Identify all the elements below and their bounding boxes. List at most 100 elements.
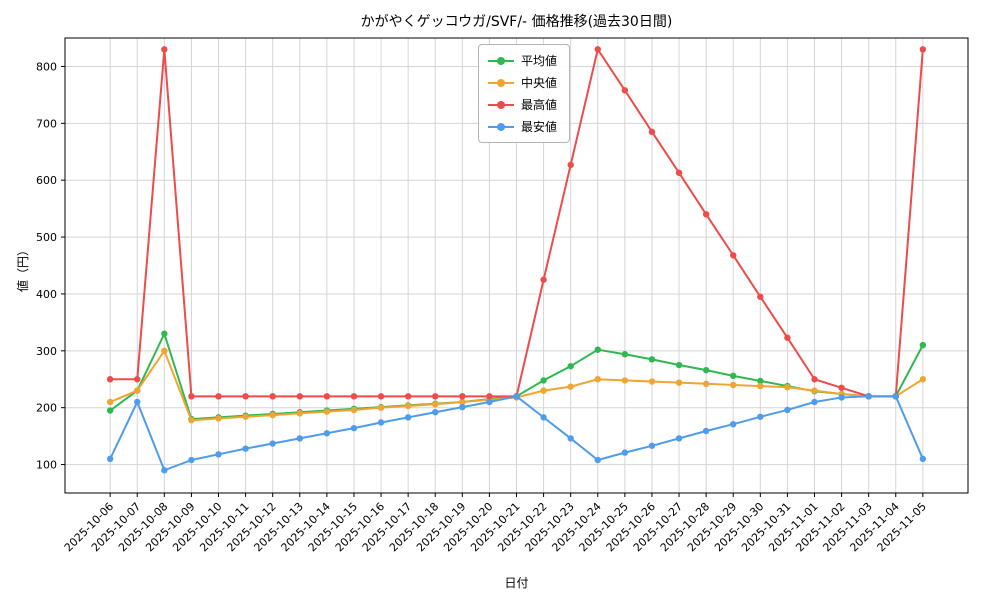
legend-item-average: 平均値 (488, 52, 557, 69)
y-tick-label: 200 (36, 402, 57, 415)
series-max-point (838, 384, 845, 391)
series-median-point (323, 408, 331, 415)
series-average-point (919, 341, 927, 349)
series-min-point (404, 414, 412, 421)
series-median-point (188, 417, 195, 424)
series-min (106, 393, 927, 474)
y-tick-label: 400 (36, 288, 57, 301)
series-max-point (757, 293, 764, 300)
series-max-point (540, 276, 547, 283)
series-min-point (134, 398, 141, 406)
legend-label-max: 最高値 (521, 98, 558, 112)
axis-ticks: 1002003004005006007008002025-10-062025-1… (36, 60, 929, 554)
series-max-point (404, 393, 412, 400)
x-axis-label: 日付 (504, 576, 529, 590)
series-min-point (459, 403, 466, 411)
series-average-point (648, 356, 656, 363)
series-median-point (296, 410, 303, 417)
series-average-point (730, 372, 737, 380)
series-median-point (106, 398, 114, 406)
y-tick-label: 800 (36, 60, 57, 73)
series-max-point (269, 393, 276, 400)
series-min-point (730, 420, 737, 428)
series-min-point (513, 393, 520, 400)
series-median-point (432, 401, 439, 408)
series-median-point (459, 398, 466, 406)
series-max-point (594, 46, 601, 53)
series-max-point (134, 376, 141, 383)
series-max-point (432, 393, 439, 400)
legend-marker-max-icon (488, 100, 514, 110)
series-min-point (188, 456, 195, 464)
series-median-point (377, 404, 385, 411)
series-average-point (567, 362, 574, 370)
series-max-point (161, 46, 168, 53)
series-average-point (106, 407, 114, 414)
series-max-point (567, 161, 574, 169)
series-min-point (215, 451, 222, 458)
series-min-point (323, 430, 331, 437)
series-min-point (377, 419, 385, 426)
y-tick-label: 700 (36, 117, 57, 130)
series-max-point (919, 46, 927, 53)
series-median-point (215, 415, 222, 422)
legend-item-max: 最高値 (488, 96, 557, 113)
series-max-point (648, 128, 656, 136)
series-median-point (621, 377, 629, 384)
series-min-point (838, 394, 845, 401)
series-min-point (242, 445, 249, 452)
series-average-point (675, 361, 683, 369)
series-average-point (702, 366, 710, 374)
series-max-point (215, 393, 222, 400)
legend-item-median: 中央値 (488, 74, 557, 91)
series-average-point (594, 346, 601, 353)
y-tick-label: 100 (36, 459, 57, 472)
series-median-point (675, 379, 683, 386)
series-max-point (296, 393, 303, 400)
series-min-point (432, 409, 439, 416)
legend-item-min: 最安値 (488, 118, 557, 135)
series-median-point (811, 387, 818, 394)
series-max-point (730, 252, 737, 259)
y-tick-label: 500 (36, 231, 57, 244)
series-max-point (350, 393, 358, 400)
y-axis-label: 値（円） (16, 243, 30, 292)
legend-label-median: 中央値 (521, 76, 558, 90)
series-median-point (567, 383, 574, 390)
y-tick-label: 300 (36, 345, 57, 358)
series-max-point (811, 376, 818, 383)
y-tick-label: 600 (36, 174, 57, 187)
series-median-point (594, 376, 601, 383)
series-max-point (621, 87, 629, 94)
chart-legend: 平均値中央値最高値最安値 (478, 44, 571, 143)
series-max-point (784, 334, 791, 341)
series-median-point (350, 406, 358, 414)
series-min-point (892, 393, 899, 400)
series-min-point (621, 449, 629, 456)
series-max-point (702, 211, 710, 218)
series-min-point (648, 442, 656, 449)
series-max-point (675, 169, 683, 176)
series-median-point (730, 381, 737, 389)
series-min-point (161, 467, 168, 474)
series-max-point (486, 393, 493, 400)
series-max-point (459, 393, 466, 400)
series-min-point (269, 440, 276, 447)
series-max-point (188, 393, 195, 400)
series-median-point (702, 380, 710, 387)
legend-label-average: 平均値 (521, 54, 558, 68)
series-average-point (540, 377, 547, 384)
series-max-point (377, 393, 385, 400)
series-median-point (757, 382, 764, 390)
series-min-point (540, 414, 547, 421)
series-median-point (540, 387, 547, 394)
series-median-point (161, 347, 168, 355)
chart-title: かがやくゲッコウガ/SVF/- 価格推移(過去30日間) (360, 14, 673, 30)
series-max-point (106, 376, 114, 383)
legend-marker-average-icon (488, 56, 514, 66)
series-min-point (811, 398, 818, 406)
series-min-point (702, 427, 710, 435)
series-median-point (784, 384, 791, 391)
